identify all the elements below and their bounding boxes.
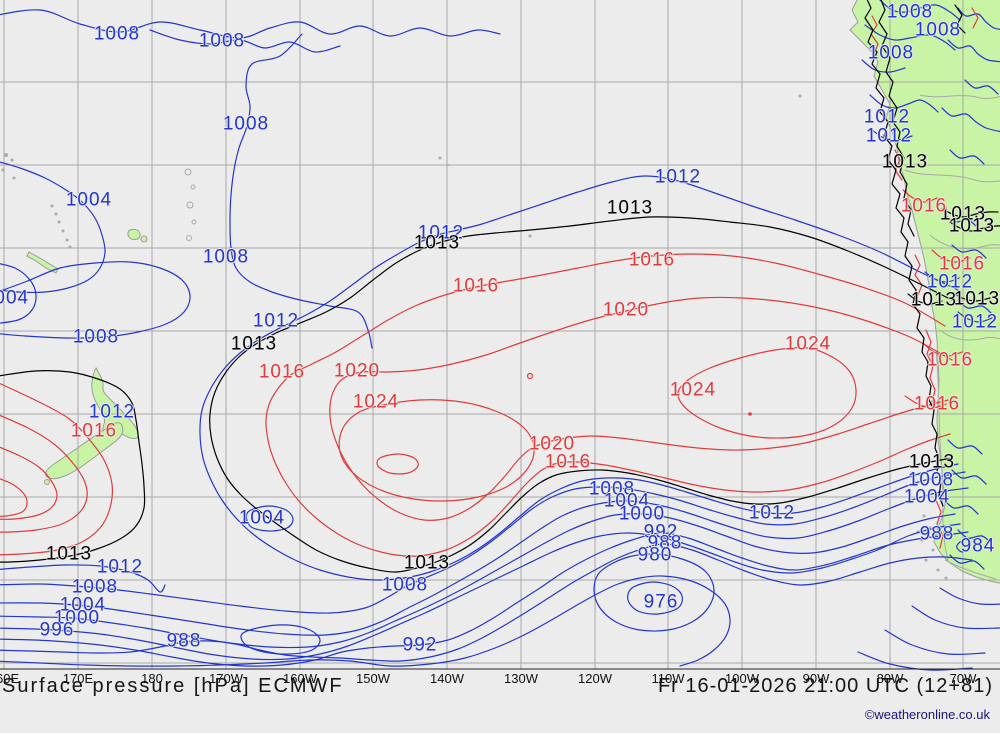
contour-label: 1004 xyxy=(603,490,651,512)
contour-label: 988 xyxy=(647,532,683,554)
contour-label: 1024 xyxy=(784,333,832,355)
contour-label: 1013 xyxy=(45,543,93,565)
contour-label: 976 xyxy=(643,591,679,613)
contour-label: 1012 xyxy=(654,166,702,188)
contour-label: 992 xyxy=(643,521,679,543)
contour-label: 1004 xyxy=(903,486,951,508)
map-title: Surface pressure [hPa] ECMWF xyxy=(2,675,344,697)
low-pressure-contours xyxy=(0,0,1000,671)
contour-label: 1012 xyxy=(417,222,465,244)
fiji-islands xyxy=(127,228,141,240)
mean-pressure-contours xyxy=(0,0,1000,573)
contour-label: 984 xyxy=(960,535,996,557)
contour-label: 1008 xyxy=(588,478,636,500)
axis-tick: 140W xyxy=(430,671,464,686)
contour-label: 1008 xyxy=(886,1,934,23)
axis-tick: 90W xyxy=(802,671,830,686)
axis-tick: 160W xyxy=(283,671,317,686)
fiji-island-2 xyxy=(140,235,148,243)
contour-label: 1016 xyxy=(938,253,986,275)
contour-label: 1012 xyxy=(863,106,911,128)
nz-south-island xyxy=(45,422,124,479)
axis-tick: 180 xyxy=(141,671,163,686)
map-timestamp: Fr 16-01-2026 21:00 UTC (12+81) xyxy=(657,675,993,697)
axis-tick: 110W xyxy=(651,671,685,686)
contour-label: 1024 xyxy=(352,391,400,413)
contour-label: 1013 xyxy=(881,151,929,173)
axis-tick: 170W xyxy=(209,671,243,686)
contour-label: 1008 xyxy=(381,574,429,596)
contour-label: 1016 xyxy=(900,195,948,217)
axis-tick: 120W xyxy=(578,671,612,686)
contour-label: 1000 xyxy=(618,503,666,525)
contour-label: 1020 xyxy=(528,433,576,455)
contour-label: 1013 xyxy=(230,333,278,355)
new-caledonia-island xyxy=(26,251,59,274)
high-pressure-contours xyxy=(0,7,979,557)
contour-label: 1012 xyxy=(865,125,913,147)
contour-label: 1016 xyxy=(913,393,961,415)
contour-label: 1008 xyxy=(202,246,250,268)
contour-label: 1013 xyxy=(948,215,996,237)
contour-label: 1016 xyxy=(452,275,500,297)
contour-label: 1008 xyxy=(198,30,246,52)
contour-label: 1024 xyxy=(669,379,717,401)
contour-label: 1008 xyxy=(907,469,955,491)
contour-label: 1016 xyxy=(70,420,118,442)
contour-label: 1012 xyxy=(926,271,974,293)
contour-label: 1012 xyxy=(748,502,796,524)
atoll-outlines xyxy=(184,168,197,241)
contour-label: 1020 xyxy=(333,360,381,382)
contour-label: 1013 xyxy=(939,203,987,225)
contour-label: 988 xyxy=(166,630,202,652)
contour-label: 1016 xyxy=(544,451,592,473)
contour-label: 1020 xyxy=(602,299,650,321)
contour-label: 1008 xyxy=(867,42,915,64)
contour-label: 1013 xyxy=(953,288,1000,310)
contour-label: 1008 xyxy=(914,19,962,41)
contour-label: 1008 xyxy=(93,23,141,45)
contour-label: 1013 xyxy=(413,232,461,254)
contour-label: 1008 xyxy=(71,576,119,598)
stewart-island xyxy=(44,479,50,485)
contour-label: 1012 xyxy=(96,556,144,578)
contour-label: 1004 xyxy=(65,189,113,211)
island-specks xyxy=(1,94,948,580)
grid-layer xyxy=(0,0,1000,669)
contour-label: 1012 xyxy=(252,310,300,332)
contour-label: 1012 xyxy=(951,311,999,333)
contour-label: 1008 xyxy=(72,326,120,348)
axis-tick: 160E xyxy=(0,671,20,686)
axis-tick: 150W xyxy=(356,671,390,686)
contour-label: 1013 xyxy=(910,289,958,311)
copyright-text: ©weatheronline.co.uk xyxy=(864,707,990,722)
axis-tick: 130W xyxy=(504,671,538,686)
axis-tick: 100W xyxy=(725,671,759,686)
contour-label: 992 xyxy=(402,634,438,656)
contour-label: 1000 xyxy=(53,607,101,629)
contour-label: 1008 xyxy=(222,113,270,135)
contour-label: 1013 xyxy=(606,197,654,219)
contour-label: 1013 xyxy=(403,552,451,574)
contour-label: 1013 xyxy=(908,451,956,473)
contour-label: 1004 xyxy=(238,507,286,529)
axis-tick: 170E xyxy=(62,671,94,686)
axis-tick: 70W xyxy=(949,671,977,686)
contour-label: 980 xyxy=(637,544,673,566)
contour-label: 988 xyxy=(919,523,955,545)
contour-label: 1016 xyxy=(628,249,676,271)
contour-label: 1004 xyxy=(59,594,107,616)
contour-label: 996 xyxy=(39,619,75,641)
contour-label: 1016 xyxy=(926,349,974,371)
contour-label: 1004 xyxy=(0,287,30,309)
contour-label: 1012 xyxy=(88,401,136,423)
contour-label: 1016 xyxy=(258,361,306,383)
country-borders xyxy=(904,94,1000,580)
axis-tick: 80W xyxy=(876,671,904,686)
